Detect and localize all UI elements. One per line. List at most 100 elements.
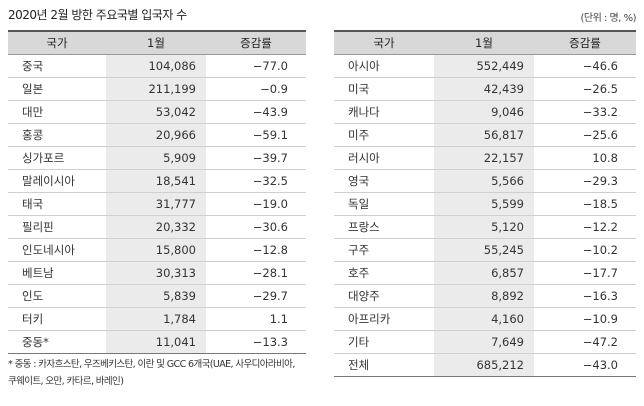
change-cell: −12.8 bbox=[206, 238, 306, 262]
change-cell: 10.8 bbox=[534, 146, 636, 170]
jan-cell: 20,332 bbox=[106, 215, 206, 239]
jan-cell: 18,541 bbox=[106, 169, 206, 193]
change-cell: −29.7 bbox=[206, 284, 306, 308]
country-cell: 말레이시아 bbox=[8, 169, 106, 193]
table-row: 미국 42,439 −26.5 bbox=[334, 77, 636, 101]
change-cell: −32.5 bbox=[206, 169, 306, 193]
header-jan: 1월 bbox=[106, 30, 206, 55]
jan-cell: 20,966 bbox=[106, 123, 206, 147]
table-row: 말레이시아 18,541 −32.5 bbox=[8, 169, 306, 193]
table-row: 구주 55,245 −10.2 bbox=[334, 238, 636, 262]
country-cell: 전체 bbox=[334, 353, 434, 377]
change-cell: −43.9 bbox=[206, 100, 306, 124]
page-title: 2020년 2월 방한 주요국별 입국자 수 bbox=[8, 8, 187, 22]
change-cell: −26.5 bbox=[534, 77, 636, 101]
table-row: 기타 7,649 −47.2 bbox=[334, 330, 636, 354]
header-row: 국가 1월 증감률 bbox=[8, 30, 306, 55]
table-row: 전체 685,212 −43.0 bbox=[334, 353, 636, 377]
jan-cell: 8,892 bbox=[434, 284, 534, 308]
table-row: 터키 1,784 1.1 bbox=[8, 307, 306, 331]
country-cell: 인도 bbox=[8, 284, 106, 308]
header-change: 증감률 bbox=[206, 30, 306, 55]
country-cell: 영국 bbox=[334, 169, 434, 193]
change-cell: −19.0 bbox=[206, 192, 306, 216]
jan-cell: 5,909 bbox=[106, 146, 206, 170]
table-row: 러시아 22,157 10.8 bbox=[334, 146, 636, 170]
jan-cell: 9,046 bbox=[434, 100, 534, 124]
table-row: 일본 211,199 −0.9 bbox=[8, 77, 306, 101]
table-row: 베트남 30,313 −28.1 bbox=[8, 261, 306, 285]
change-cell: −59.1 bbox=[206, 123, 306, 147]
country-cell: 싱가포르 bbox=[8, 146, 106, 170]
change-cell: −10.2 bbox=[534, 238, 636, 262]
jan-cell: 685,212 bbox=[434, 353, 534, 377]
change-cell: −39.7 bbox=[206, 146, 306, 170]
jan-cell: 4,160 bbox=[434, 307, 534, 331]
jan-cell: 6,857 bbox=[434, 261, 534, 285]
change-cell: −43.0 bbox=[534, 353, 636, 377]
table-row: 싱가포르 5,909 −39.7 bbox=[8, 146, 306, 170]
header-row: 국가 1월 증감률 bbox=[334, 30, 636, 55]
left-table: 국가 1월 증감률 중국 104,086 −77.0 일본 211,199 −0.9 대만 5… bbox=[8, 30, 306, 354]
country-cell: 태국 bbox=[8, 192, 106, 216]
table-row: 아시아 552,449 −46.6 bbox=[334, 54, 636, 78]
jan-cell: 11,041 bbox=[106, 330, 206, 354]
jan-cell: 31,777 bbox=[106, 192, 206, 216]
jan-cell: 30,313 bbox=[106, 261, 206, 285]
country-cell: 프랑스 bbox=[334, 215, 434, 239]
jan-cell: 22,157 bbox=[434, 146, 534, 170]
jan-cell: 53,042 bbox=[106, 100, 206, 124]
jan-cell: 552,449 bbox=[434, 54, 534, 78]
table-row: 중동* 11,041 −13.3 bbox=[8, 330, 306, 354]
country-cell: 일본 bbox=[8, 77, 106, 101]
change-cell: −25.6 bbox=[534, 123, 636, 147]
change-cell: −77.0 bbox=[206, 54, 306, 78]
change-cell: −33.2 bbox=[534, 100, 636, 124]
table-row: 영국 5,566 −29.3 bbox=[334, 169, 636, 193]
table-row: 아프리카 4,160 −10.9 bbox=[334, 307, 636, 331]
table-row: 인도네시아 15,800 −12.8 bbox=[8, 238, 306, 262]
header-country: 국가 bbox=[8, 30, 106, 55]
country-cell: 인도네시아 bbox=[8, 238, 106, 262]
country-cell: 미주 bbox=[334, 123, 434, 147]
jan-cell: 15,800 bbox=[106, 238, 206, 262]
header-change: 증감률 bbox=[534, 30, 636, 55]
footnote-line: 쿠웨이트, 오만, 카타르, 바레인) bbox=[8, 376, 124, 387]
table-row: 호주 6,857 −17.7 bbox=[334, 261, 636, 285]
table-row: 태국 31,777 −19.0 bbox=[8, 192, 306, 216]
change-cell: −46.6 bbox=[534, 54, 636, 78]
change-cell: −17.7 bbox=[534, 261, 636, 285]
right-table: 국가 1월 증감률 아시아 552,449 −46.6 미국 42,439 −26.5 캐나… bbox=[334, 30, 636, 377]
country-cell: 베트남 bbox=[8, 261, 106, 285]
country-cell: 아프리카 bbox=[334, 307, 434, 331]
country-cell: 중동* bbox=[8, 330, 106, 354]
country-cell: 러시아 bbox=[334, 146, 434, 170]
table-row: 독일 5,599 −18.5 bbox=[334, 192, 636, 216]
table-row: 캐나다 9,046 −33.2 bbox=[334, 100, 636, 124]
jan-cell: 55,245 bbox=[434, 238, 534, 262]
jan-cell: 42,439 bbox=[434, 77, 534, 101]
country-cell: 아시아 bbox=[334, 54, 434, 78]
country-cell: 필리핀 bbox=[8, 215, 106, 239]
footnote-line: * 중동 : 카자흐스탄, 우즈베키스탄, 이란 및 GCC 6개국(UAE, … bbox=[8, 359, 295, 370]
jan-cell: 5,839 bbox=[106, 284, 206, 308]
table-row: 대양주 8,892 −16.3 bbox=[334, 284, 636, 308]
jan-cell: 5,599 bbox=[434, 192, 534, 216]
jan-cell: 5,120 bbox=[434, 215, 534, 239]
country-cell: 캐나다 bbox=[334, 100, 434, 124]
table-row: 필리핀 20,332 −30.6 bbox=[8, 215, 306, 239]
change-cell: −28.1 bbox=[206, 261, 306, 285]
change-cell: −30.6 bbox=[206, 215, 306, 239]
table-row: 대만 53,042 −43.9 bbox=[8, 100, 306, 124]
table-row: 미주 56,817 −25.6 bbox=[334, 123, 636, 147]
jan-cell: 1,784 bbox=[106, 307, 206, 331]
country-cell: 독일 bbox=[334, 192, 434, 216]
jan-cell: 56,817 bbox=[434, 123, 534, 147]
country-cell: 터키 bbox=[8, 307, 106, 331]
change-cell: −47.2 bbox=[534, 330, 636, 354]
country-cell: 호주 bbox=[334, 261, 434, 285]
change-cell: −18.5 bbox=[534, 192, 636, 216]
table-row: 중국 104,086 −77.0 bbox=[8, 54, 306, 78]
footnote: * 중동 : 카자흐스탄, 우즈베키스탄, 이란 및 GCC 6개국(UAE, … bbox=[8, 356, 338, 390]
unit-label: (단위 : 명, %) bbox=[580, 13, 637, 24]
